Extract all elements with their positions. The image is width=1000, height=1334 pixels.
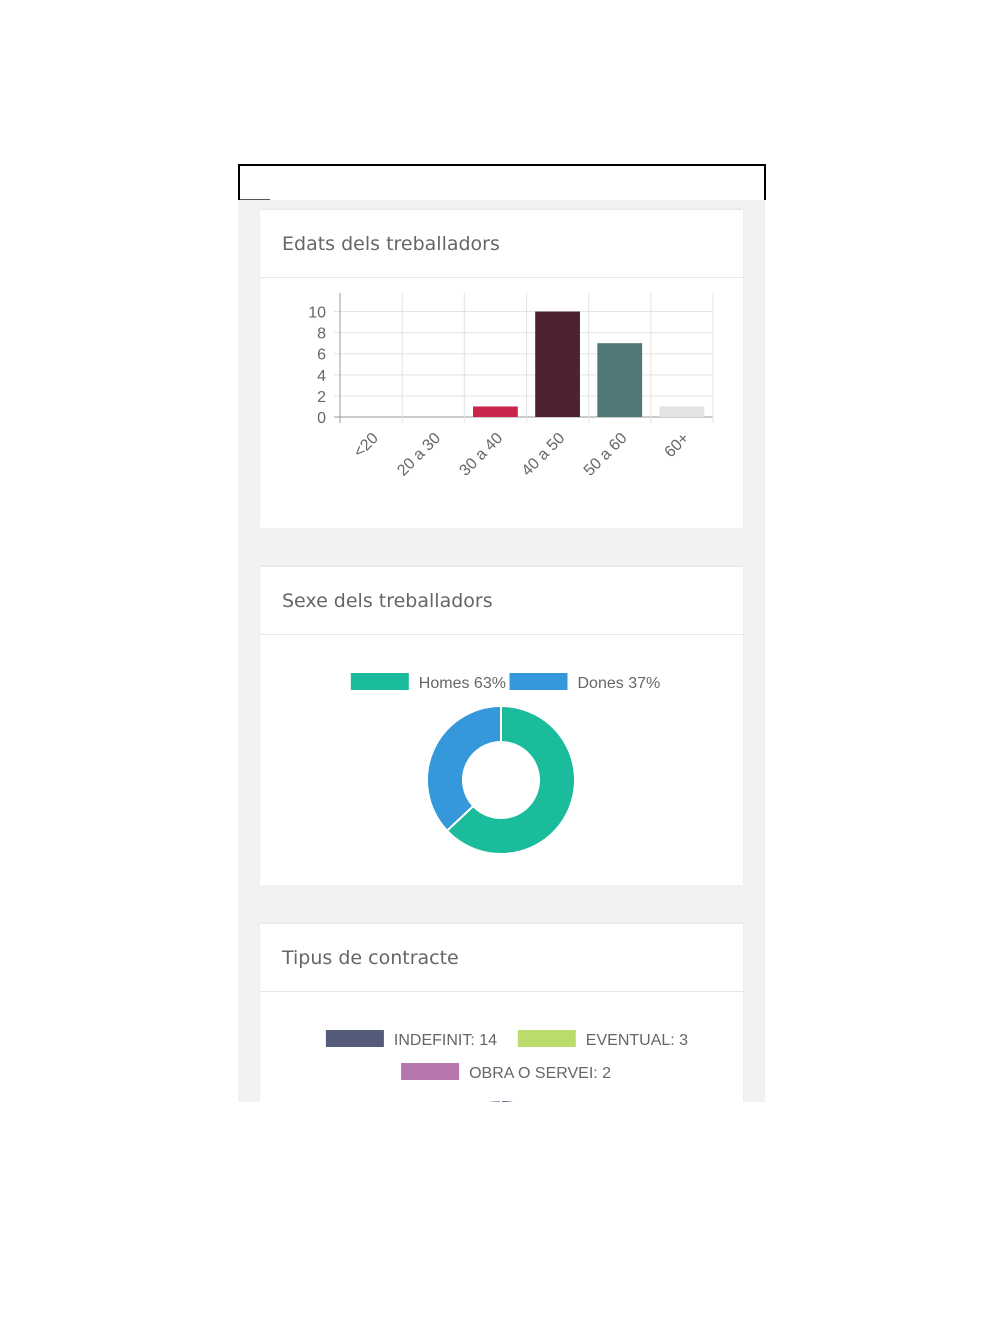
gender-card: Sexe dels treballadors Homes 63% Dones 37…: [260, 567, 743, 885]
y-tick-label: 8: [317, 326, 326, 343]
gender-legend-swatch-1: [509, 673, 568, 690]
age-card: Edats dels treballadors 0 2 4 6 8 10 <20 20 a 3…: [260, 210, 743, 528]
x-tick-label: <20: [351, 430, 382, 461]
y-tick-label: 0: [317, 410, 326, 427]
y-tick-label: 4: [317, 368, 326, 385]
contract-legend-row1-swatch-0: [325, 1030, 384, 1047]
x-tick-label: 20 a 30: [394, 430, 444, 480]
gender-legend-label-1: Dones 37%: [578, 675, 661, 692]
contract-legend-row1-label-0: INDEFINIT: 14: [394, 1032, 497, 1049]
contract-legend-row1-label-1: EVENTUAL: 3: [586, 1032, 688, 1049]
donut-slice-0: [445, 704, 576, 855]
top-bar-divider: [240, 199, 270, 200]
bar-2: [473, 406, 518, 417]
contract-legend-swatch-2: [401, 1063, 460, 1080]
bar-5: [659, 406, 705, 417]
contract-legend-row1-swatch-1: [517, 1030, 576, 1047]
gender-card-title: Sexe dels treballadors: [260, 567, 743, 635]
gender-legend-swatch-0: [350, 673, 409, 690]
bar-3: [535, 311, 580, 417]
x-tick-label: 60+: [662, 430, 693, 461]
contract-card-title: Tipus de contracte: [260, 924, 743, 992]
pie-slice-0: [500, 1098, 522, 1102]
y-tick-label: 6: [317, 347, 326, 364]
gender-donut-chart: Homes 63% Dones 37%: [350, 673, 661, 855]
gender-legend-label-0: Homes 63%: [419, 675, 506, 692]
contract-pie-chart: INDEFINIT: 14 EVENTUAL: 3 OBRA O SERVEI: 2: [325, 1030, 688, 1102]
age-card-title: Edats dels treballadors: [260, 210, 743, 278]
x-tick-label: 40 a 50: [519, 430, 569, 480]
contract-legend-label-2: OBRA O SERVEI: 2: [469, 1065, 611, 1082]
contract-card: Tipus de contracte INDEFINIT: 14 EVENTUAL…: [260, 924, 743, 1102]
bar-4: [597, 343, 643, 417]
donut-slice-1: [426, 704, 502, 833]
y-tick-label: 2: [317, 389, 326, 406]
x-tick-label: 50 a 60: [581, 430, 631, 480]
y-tick-label: 10: [308, 305, 326, 322]
x-tick-label: 30 a 40: [456, 430, 506, 480]
age-bar-chart: 0 2 4 6 8 10 <20 20 a 30 30 a 40 40 a 50 50 a 60 60…: [308, 293, 714, 480]
dashboard-container: Edats dels treballadors 0 2 4 6 8 10 <20 20 a 3…: [238, 200, 765, 1102]
top-bar: [238, 164, 766, 200]
pie-slice-2: [480, 1098, 502, 1102]
